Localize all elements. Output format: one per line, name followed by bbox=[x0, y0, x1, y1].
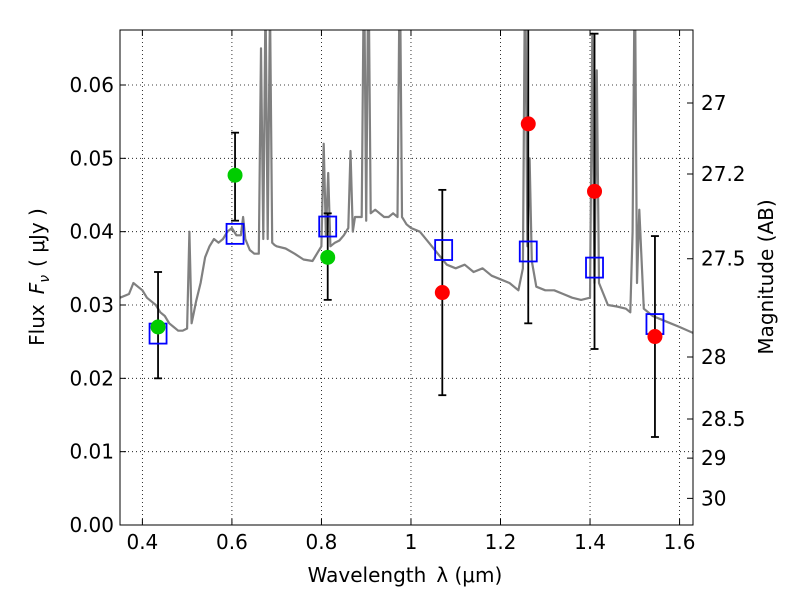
y2-tick-label: 29 bbox=[701, 446, 726, 470]
non-detections-point bbox=[434, 285, 450, 301]
detections-point bbox=[227, 167, 243, 183]
y-tick-label: 0.04 bbox=[69, 220, 114, 244]
x-axis-title: Wavelength λ (μm) bbox=[308, 563, 503, 587]
y2-tick-label: 30 bbox=[701, 486, 726, 510]
x-tick-label: 1 bbox=[405, 530, 418, 554]
model-spectrum-line bbox=[120, 30, 693, 334]
y2-axis-title: Magnitude (AB) bbox=[754, 199, 778, 354]
x-tick-label: 1.6 bbox=[664, 530, 696, 554]
plot-area bbox=[120, 30, 693, 438]
y-axis-title: FluxFν( μJy ) bbox=[25, 208, 53, 346]
y-tick-label: 0.05 bbox=[69, 146, 114, 170]
ticks: 0.4 0.6 0.8 1 1.2 1.4 1.6 0.00 0.01 0.02 0.03 0.04 0… bbox=[69, 30, 746, 554]
model-photometry-square bbox=[434, 239, 454, 261]
x-tick-label: 0.6 bbox=[216, 530, 248, 554]
detections-point bbox=[150, 319, 166, 335]
y-tick-label: 0.00 bbox=[69, 513, 114, 537]
non-detections-point bbox=[520, 116, 536, 132]
y2-tick-label: 27 bbox=[701, 91, 726, 115]
y-tick-label: 0.06 bbox=[69, 73, 114, 97]
y-tick-label: 0.02 bbox=[69, 366, 114, 390]
y2-tick-label: 28.5 bbox=[701, 407, 746, 431]
x-tick-label: 0.4 bbox=[126, 530, 158, 554]
model-photometry-square bbox=[585, 256, 604, 279]
model-photometry-square bbox=[225, 222, 245, 245]
y-tick-label: 0.01 bbox=[69, 440, 114, 464]
non-detections-point bbox=[647, 329, 663, 345]
detections-point bbox=[320, 249, 336, 265]
y2-tick-label: 27.2 bbox=[701, 162, 746, 186]
x-tick-label: 1.2 bbox=[485, 530, 517, 554]
grid bbox=[120, 30, 693, 525]
plot-frame bbox=[119, 29, 694, 526]
x-tick-label: 0.8 bbox=[306, 530, 338, 554]
model-photometry-square bbox=[318, 215, 338, 238]
y2-tick-label: 27.5 bbox=[701, 247, 746, 271]
model-photometry-square bbox=[518, 240, 538, 263]
non-detections-point bbox=[587, 183, 603, 199]
x-tick-label: 1.4 bbox=[574, 530, 606, 554]
y2-tick-label: 28 bbox=[701, 345, 726, 369]
y-tick-label: 0.03 bbox=[69, 293, 114, 317]
